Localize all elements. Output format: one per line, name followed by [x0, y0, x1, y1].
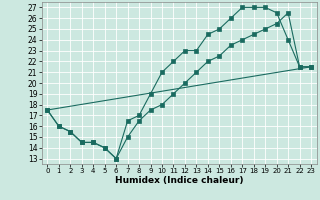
X-axis label: Humidex (Indice chaleur): Humidex (Indice chaleur) — [115, 176, 244, 185]
